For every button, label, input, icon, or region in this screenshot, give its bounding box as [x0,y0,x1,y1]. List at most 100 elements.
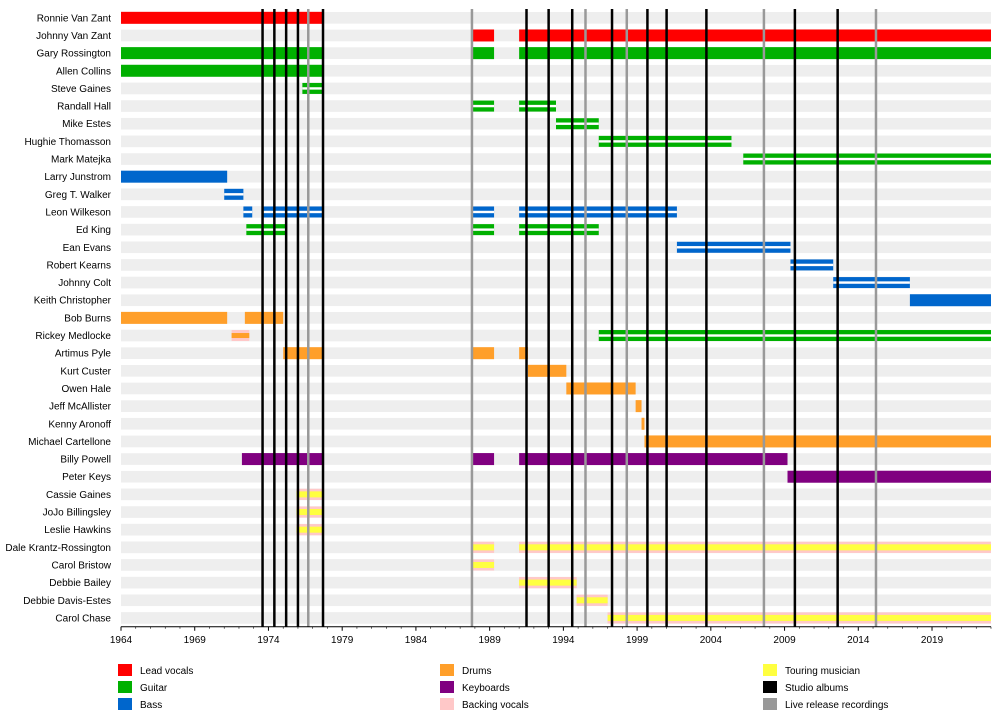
member-label: Johnny Van Zant [36,31,111,42]
bar-drums [519,347,528,360]
row-stripe [121,153,991,165]
bar-gap [833,281,910,284]
x-tick-label: 2014 [847,635,870,646]
bar-gap [519,228,599,231]
row-stripe [121,612,991,624]
row-stripe [121,294,991,307]
member-label: Artimus Pyle [55,349,112,360]
member-label: Kurt Custer [60,366,111,377]
bar-gap [676,246,791,249]
row-stripe [121,559,991,571]
member-label: Gary Rossington [37,49,111,60]
member-label: Johnny Colt [58,278,111,289]
member-label: Owen Hale [62,384,112,395]
legend-swatch-live_release [763,698,777,710]
bar-keyboards [787,470,991,483]
row-stripe [121,170,991,183]
legend-label-bass: Bass [140,700,162,711]
member-label: Kenny Aronoff [48,419,111,430]
bar-gap [598,140,732,143]
bar-lead_vocals [519,29,991,42]
bar-drums [641,417,645,430]
legend-label-drums: Drums [462,666,491,677]
row-stripe [121,82,991,95]
row-stripe [121,347,991,359]
member-label: Randall Hall [57,102,111,113]
bar-bass [909,294,991,307]
member-label: Rickey Medlocke [35,331,111,342]
member-label: Mike Estes [62,119,111,130]
member-label: Ronnie Van Zant [37,13,112,24]
member-label: Cassie Gaines [46,490,111,501]
member-label: Leon Wilkeson [45,207,111,218]
bar-lead_vocals [121,11,324,24]
member-label: Greg T. Walker [45,190,112,201]
row-stripe [121,435,991,448]
member-label: Robert Kearns [47,260,111,271]
row-stripe [121,506,991,518]
bar-drums [283,347,324,360]
legend: Lead vocals Guitar Bass Drums Keyboards Backi… [118,664,888,711]
legend-label-keyboards: Keyboards [462,683,510,694]
x-axis: 1964 1969 1974 1979 1984 1989 1994 1999 2004 2009… [110,626,992,646]
bar-gap [246,228,287,231]
bar-touring [519,544,991,551]
member-label: Debbie Bailey [49,578,111,589]
row-stripe [121,188,991,201]
member-label: Dale Krantz-Rossington [5,543,111,554]
bar-keyboards [241,453,324,466]
legend-label-studio_album: Studio albums [785,683,848,694]
member-label: Carol Chase [55,613,111,624]
bar-gap [243,210,253,214]
legend-swatch-bass [118,698,132,710]
x-tick-label: 2009 [773,635,796,646]
member-label: Jeff McAllister [49,402,112,413]
x-tick-label: 2004 [700,635,723,646]
bar-keyboards [471,453,495,466]
bar-gap [471,228,495,231]
member-label: Peter Keys [62,472,111,483]
member-label: Larry Junstrom [44,172,111,183]
bar-guitar [519,47,991,60]
bar-drums [635,400,642,413]
row-stripe [121,400,991,412]
row-stripe [121,12,991,24]
legend-swatch-studio_album [763,681,777,693]
bar-gap [519,210,677,214]
release-lines [261,9,878,627]
row-stripe [121,523,991,536]
bar-drums [231,333,250,339]
member-label: Billy Powell [60,455,111,466]
legend-label-lead_vocals: Lead vocals [140,666,193,677]
bar-lead_vocals [471,29,495,42]
member-labels: Ronnie Van Zant Johnny Van Zant Gary Rossi… [5,13,111,624]
row-stripe [121,259,991,271]
member-label: JoJo Billingsley [43,508,111,519]
bar-gap [224,193,244,196]
legend-label-live_release: Live release recordings [785,700,888,711]
x-tick-label: 1964 [110,635,133,646]
row-stripe [121,276,991,289]
bar-guitar [121,47,324,60]
member-label: Steve Gaines [51,84,111,95]
member-label: Ean Evans [63,243,111,254]
row-stripe [121,488,991,501]
row-stripe [121,329,991,342]
bar-gap [471,104,495,108]
x-tick-label: 1984 [405,635,428,646]
x-tick-label: 2019 [921,635,944,646]
legend-swatch-lead_vocals [118,664,132,676]
member-label: Mark Matejka [51,155,111,166]
member-label: Hughie Thomasson [24,137,111,148]
bar-drums [566,382,636,395]
member-label: Debbie Davis-Estes [23,596,111,607]
bar-gap [556,122,599,125]
member-label: Leslie Hawkins [44,525,111,536]
row-stripe [121,312,991,324]
x-tick-label: 1974 [257,635,280,646]
bar-gap [743,157,991,161]
bar-gap [262,210,324,214]
bar-gap [790,263,834,267]
bar-touring [607,614,991,621]
